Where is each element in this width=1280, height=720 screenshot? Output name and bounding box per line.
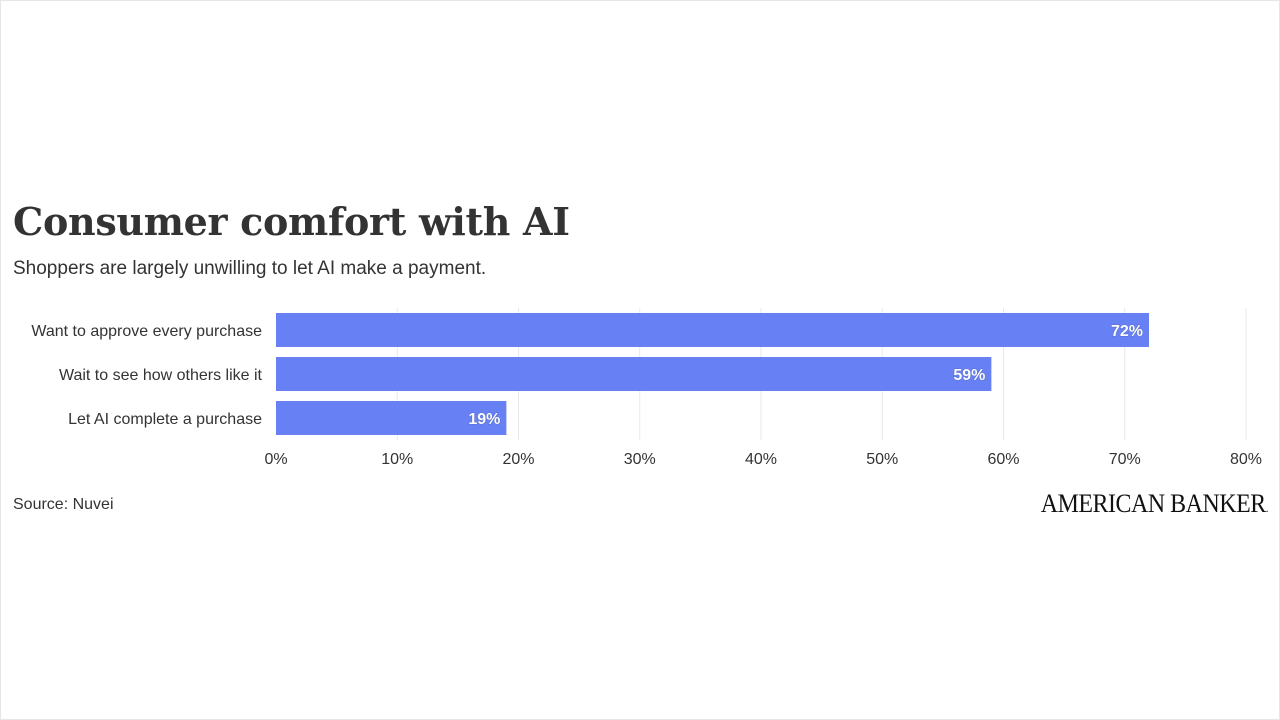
bar-chart: 0% 10% 20% 30% 40% 50% 60% 70% 80% Want to approv… <box>31 308 1262 468</box>
category-label: Let AI complete a purchase <box>68 411 262 428</box>
american-banker-logo: AMERICAN BANKER. <box>1040 489 1269 518</box>
chart-subtitle: Shoppers are largely unwilling to let AI… <box>13 258 487 279</box>
x-tick-label: 70% <box>1109 451 1141 468</box>
bar <box>276 401 507 435</box>
category-label: Wait to see how others like it <box>59 367 263 384</box>
logo-text: AMERICAN BANKER <box>1040 489 1266 518</box>
category-label: Want to approve every purchase <box>31 323 262 340</box>
bar <box>276 313 1149 347</box>
x-tick-label: 40% <box>745 451 777 468</box>
bar <box>276 357 992 391</box>
chart-title: Consumer comfort with AI <box>13 199 570 244</box>
x-tick-label: 10% <box>381 451 413 468</box>
x-tick-label: 0% <box>264 451 287 468</box>
x-tick-label: 60% <box>987 451 1019 468</box>
value-label: 59% <box>953 367 985 384</box>
x-tick-label: 30% <box>624 451 656 468</box>
x-tick-label: 80% <box>1230 451 1262 468</box>
source-note: Source: Nuvei <box>13 496 114 513</box>
x-tick-label: 20% <box>502 451 534 468</box>
value-label: 19% <box>468 411 500 428</box>
x-tick-label: 50% <box>866 451 898 468</box>
value-label: 72% <box>1111 323 1143 340</box>
